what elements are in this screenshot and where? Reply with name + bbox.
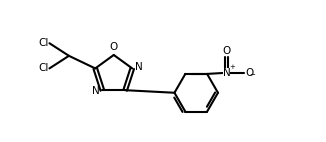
Text: O: O xyxy=(110,41,118,52)
Text: Cl: Cl xyxy=(38,63,48,73)
Text: N: N xyxy=(92,86,99,96)
Text: O: O xyxy=(222,46,231,56)
Text: O: O xyxy=(245,68,253,78)
Text: N: N xyxy=(135,62,143,72)
Text: Cl: Cl xyxy=(38,38,48,48)
Text: −: − xyxy=(249,72,255,78)
Text: +: + xyxy=(230,64,235,70)
Text: N: N xyxy=(223,68,230,78)
